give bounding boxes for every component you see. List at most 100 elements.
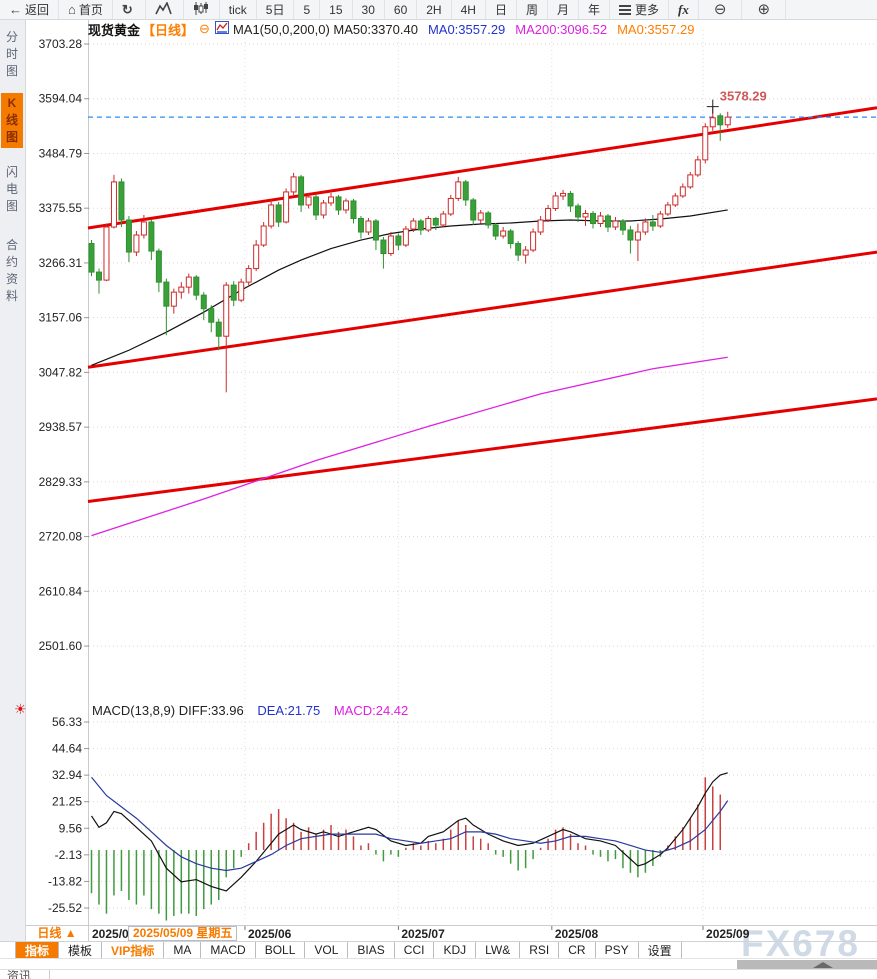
home-icon: ⌂ <box>68 2 76 17</box>
svg-text:3375.55: 3375.55 <box>39 201 83 215</box>
period-5day-button[interactable]: 5日 <box>257 0 295 19</box>
svg-text:32.94: 32.94 <box>52 768 82 782</box>
zoom-out-button[interactable]: ⊖ <box>699 0 743 19</box>
tab-BIAS[interactable]: BIAS <box>348 942 395 959</box>
zoom-in-button[interactable]: ⊕ <box>742 0 787 19</box>
period-60min-button[interactable]: 60 <box>385 0 418 19</box>
tab-CCI[interactable]: CCI <box>394 942 435 959</box>
svg-text:3484.79: 3484.79 <box>39 146 83 160</box>
svg-text:-2.13: -2.13 <box>55 848 83 862</box>
indicator-sun-icon[interactable]: ☀ <box>14 701 27 717</box>
svg-text:3047.82: 3047.82 <box>39 365 83 379</box>
svg-text:3703.28: 3703.28 <box>39 37 83 51</box>
period-month-button[interactable]: 月 <box>548 0 579 19</box>
period-week-button[interactable]: 周 <box>517 0 548 19</box>
candlestick-icon <box>193 1 210 18</box>
svg-text:9.56: 9.56 <box>59 821 83 835</box>
back-button[interactable]: ← 返回 <box>0 0 60 19</box>
svg-text:44.64: 44.64 <box>52 742 82 756</box>
tab-RSI[interactable]: RSI <box>520 942 560 959</box>
candlestick-view-button[interactable] <box>184 0 220 19</box>
period-tick-button[interactable]: tick <box>220 0 257 19</box>
date-tooltip: 2025/05/09 星期五 <box>128 926 238 941</box>
period-badge: 【日线】 <box>142 22 195 38</box>
period-2h-button[interactable]: 2H <box>417 0 452 19</box>
home-button[interactable]: ⌂ 首页 <box>59 0 113 19</box>
top-toolbar: ← 返回 ⌂ 首页 ↻ tick 5日 5 15 30 60 2H 4H 日周月年更多 fx ⊖ ⊕ <box>0 0 877 20</box>
news-tab[interactable]: 资讯 <box>0 970 50 979</box>
tab-PSY[interactable]: PSY <box>595 942 639 959</box>
ma0-orange-value: MA0:3557.29 <box>617 21 695 37</box>
svg-text:3266.31: 3266.31 <box>39 256 83 270</box>
ma200-value: MA200:3096.52 <box>515 21 608 37</box>
svg-text:3157.06: 3157.06 <box>39 311 83 325</box>
tab-指标[interactable]: 指标 <box>16 942 60 959</box>
collapse-icon[interactable]: ⊖ <box>199 21 210 36</box>
watermark: FX678 <box>741 923 861 964</box>
tab-KDJ[interactable]: KDJ <box>434 942 477 959</box>
dea-value: DEA:21.75 <box>257 703 321 718</box>
period-30min-button[interactable]: 30 <box>353 0 385 19</box>
svg-text:-13.82: -13.82 <box>48 874 82 888</box>
svg-text:56.33: 56.33 <box>52 715 82 729</box>
tabs-spacer <box>0 942 16 959</box>
month-label: 2025/06 <box>247 927 292 941</box>
mountain-chart-icon <box>155 0 174 18</box>
svg-text:21.25: 21.25 <box>52 795 82 809</box>
month-label: 2025/08 <box>554 927 599 941</box>
svg-text:2829.33: 2829.33 <box>39 475 83 489</box>
svg-text:3594.04: 3594.04 <box>39 92 83 106</box>
scroll-up-arrow-icon[interactable] <box>813 962 833 968</box>
period-5min-button[interactable]: 5 <box>294 0 321 19</box>
symbol-name: 现货黄金 <box>88 22 141 38</box>
svg-text:2610.84: 2610.84 <box>39 584 83 598</box>
month-label: 2025/09 <box>706 927 750 941</box>
sidebar-item-4[interactable]: 合约资料 <box>5 238 18 303</box>
period-day-button[interactable]: 日 <box>486 0 517 19</box>
more-button[interactable]: 更多 <box>610 0 670 19</box>
mini-chart-icon <box>214 21 229 37</box>
refresh-button[interactable]: ↻ <box>113 0 146 19</box>
tab-LW&[interactable]: LW& <box>476 942 521 959</box>
menu-icon <box>619 3 631 17</box>
tab-设置[interactable]: 设置 <box>638 942 682 959</box>
back-arrow-icon: ← <box>9 2 22 17</box>
tab-VOL[interactable]: VOL <box>305 942 349 959</box>
tab-CR[interactable]: CR <box>559 942 596 959</box>
svg-text:2938.57: 2938.57 <box>39 420 83 434</box>
sidebar-item-1[interactable]: 分时图 <box>5 30 18 78</box>
refresh-icon: ↻ <box>121 2 133 17</box>
svg-text:3578.29: 3578.29 <box>720 89 767 104</box>
date-axis-row: 日线 ▲ 2025/0 2025/05/09 星期五 2025/06 2025/0… <box>0 925 877 942</box>
svg-text:2501.60: 2501.60 <box>39 639 83 653</box>
tab-BOLL[interactable]: BOLL <box>255 942 306 959</box>
macd-value: MACD:24.42 <box>333 703 409 718</box>
indicator-tabs-row: 指标 模板 VIP指标 MA MACD BOLL VOL BIAS CCI KDJ LW& RSI CR… <box>0 941 877 959</box>
scrollbar-thumb[interactable] <box>737 960 877 969</box>
tab-MACD[interactable]: MACD <box>201 942 256 959</box>
tab-MA[interactable]: MA <box>164 942 202 959</box>
zoom-out-icon: ⊖ <box>713 1 727 18</box>
macd-title: MACD(13,8,9) DIFF:33.96 <box>92 703 244 718</box>
horizontal-scrollbar[interactable] <box>0 958 877 970</box>
zoom-in-icon: ⊕ <box>757 1 771 18</box>
mountain-chart-button[interactable] <box>146 0 184 19</box>
tab-模板[interactable]: 模板 <box>59 942 103 959</box>
month-label: 2025/07 <box>401 927 445 941</box>
period-15min-button[interactable]: 15 <box>320 0 353 19</box>
ma0-blue-value: MA0:3557.29 <box>427 21 506 37</box>
formula-button[interactable]: fx <box>669 0 699 19</box>
tab-VIP指标[interactable]: VIP指标 <box>102 942 165 959</box>
svg-text:-25.52: -25.52 <box>48 901 82 915</box>
period-year-button[interactable]: 年 <box>579 0 610 19</box>
period-4h-button[interactable]: 4H <box>452 0 486 19</box>
main-chart-header: 现货黄金 【日线】 ⊖ MA1(50,0,200,0) MA50:3370.40… <box>88 21 695 38</box>
bottom-strip: 资讯 <box>0 969 877 979</box>
sidebar-item-3[interactable]: 闪电图 <box>5 165 18 213</box>
period-selector[interactable]: 日线 ▲ <box>25 926 89 941</box>
svg-text:2720.08: 2720.08 <box>39 530 83 544</box>
